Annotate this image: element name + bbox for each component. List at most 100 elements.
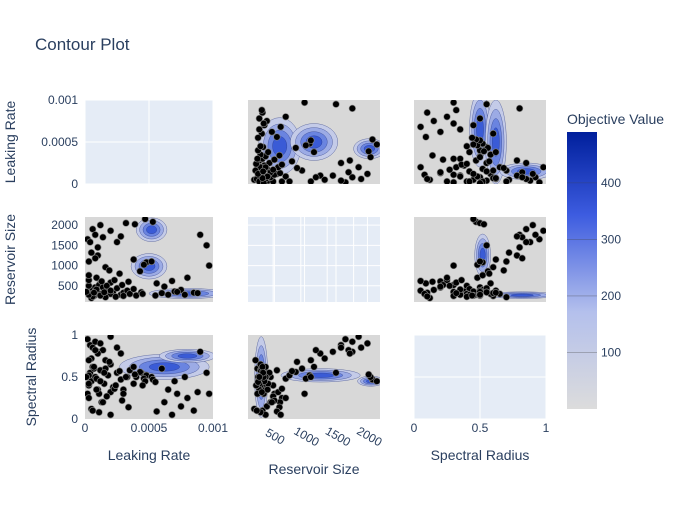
y-axis-title: Leaking Rate (2, 101, 18, 184)
trial-point (477, 115, 484, 122)
trial-point (540, 227, 547, 234)
trial-point (97, 222, 104, 229)
trial-point (503, 294, 510, 301)
x-tick-label: 1000 (292, 424, 322, 450)
trial-point (277, 124, 284, 131)
trial-point (490, 130, 497, 137)
y-tick-label: 2000 (51, 218, 78, 232)
y-axis-title: Reservoir Size (2, 214, 18, 305)
trial-point (194, 389, 201, 396)
trial-point (169, 412, 176, 419)
y-tick-label: 500 (58, 279, 78, 293)
trial-point (523, 160, 530, 167)
trial-point (450, 156, 457, 163)
trial-point (431, 118, 438, 125)
trial-point (256, 374, 263, 381)
colorbar-tick-label: 100 (601, 345, 621, 359)
trial-point (206, 391, 213, 398)
trial-point (165, 386, 172, 393)
trial-point (424, 293, 431, 300)
x-tick-label: 1500 (323, 424, 353, 450)
trial-point (86, 357, 93, 364)
trial-point (132, 371, 139, 378)
y-tick-label: 0.0005 (41, 135, 78, 149)
trial-point (120, 293, 127, 300)
trial-point (86, 380, 93, 387)
trial-point (470, 216, 477, 223)
panel-leaking-rate-vs-leaking-rate (85, 100, 213, 184)
trial-point (500, 165, 507, 172)
trial-point (92, 347, 99, 354)
trial-point (477, 154, 484, 161)
trial-point (466, 178, 473, 185)
trial-point (493, 149, 500, 156)
panel-reservoir-size-vs-reservoir-size (248, 217, 380, 302)
trial-point (203, 370, 210, 377)
y-tick-label: 0.001 (48, 93, 78, 107)
trial-point (429, 278, 436, 285)
trial-point (274, 134, 281, 141)
trial-point (256, 115, 263, 122)
trial-point (519, 174, 526, 181)
panel-spectral-radius-vs-leaking-rate (414, 92, 553, 187)
trial-point (114, 239, 121, 246)
trial-point (477, 291, 484, 298)
trial-point (153, 408, 160, 415)
trial-point (321, 177, 328, 184)
trial-point (130, 380, 137, 387)
trial-point (423, 134, 430, 141)
trial-point (333, 101, 340, 108)
trial-point (120, 391, 127, 398)
trial-point (191, 407, 198, 414)
trial-point (148, 258, 155, 265)
trial-point (294, 165, 301, 172)
trial-point (330, 172, 337, 179)
colorbar-tick-label: 400 (601, 176, 621, 190)
trial-point (503, 178, 510, 185)
trial-point (279, 161, 286, 168)
trial-point (86, 272, 93, 279)
trial-point (483, 168, 490, 175)
trial-point (417, 278, 424, 285)
trial-point (91, 364, 98, 371)
trial-point (125, 404, 132, 411)
trial-point (519, 255, 526, 262)
trial-point (150, 219, 157, 226)
trial-point (500, 267, 507, 274)
trial-point (483, 242, 490, 249)
trial-point (197, 232, 204, 239)
trial-point (464, 143, 471, 150)
trial-point (165, 291, 172, 298)
trial-point (294, 359, 301, 366)
trial-point (259, 107, 266, 114)
panel-leaking-rate-vs-reservoir-size (83, 216, 226, 302)
trial-point (125, 278, 132, 285)
trial-point (437, 129, 444, 136)
trial-point (182, 374, 189, 381)
trial-point (464, 161, 471, 168)
trial-point (107, 412, 114, 419)
trial-point (130, 256, 137, 263)
trial-point (253, 407, 260, 414)
trial-point (457, 156, 464, 163)
trial-point (470, 141, 477, 148)
trial-point (338, 344, 345, 351)
trial-point (282, 395, 289, 402)
trial-point (100, 399, 107, 406)
trial-point (87, 239, 94, 246)
trial-point (194, 290, 201, 297)
trial-point (503, 258, 510, 265)
trial-point (469, 135, 476, 142)
trial-point (530, 171, 537, 178)
trial-point (106, 267, 113, 274)
trial-point (358, 176, 365, 183)
trial-point (257, 143, 264, 150)
trial-point (255, 135, 262, 142)
trial-point (477, 180, 484, 187)
trial-point (429, 152, 436, 159)
trial-point (506, 249, 513, 256)
trial-point (308, 357, 315, 364)
trial-point (481, 221, 488, 228)
x-tick-label: 0.001 (198, 421, 228, 435)
trial-point (159, 365, 166, 372)
